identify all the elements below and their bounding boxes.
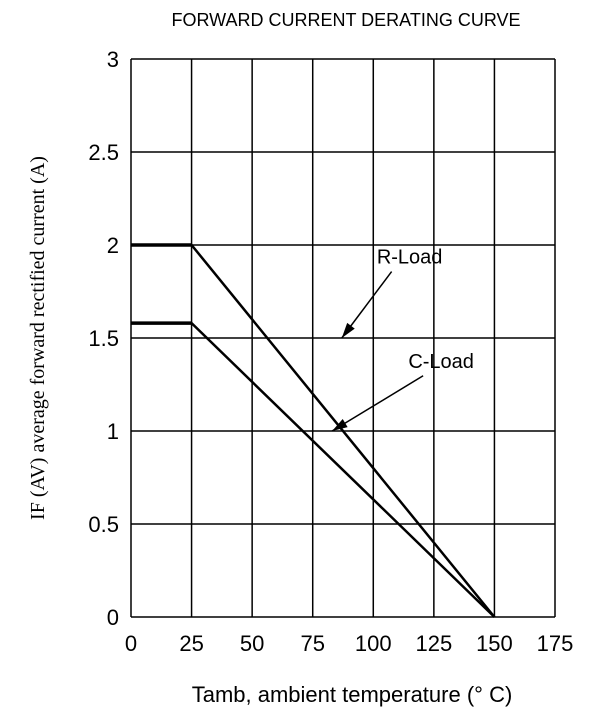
- c-load-annotation-label: C-Load: [408, 351, 474, 373]
- grid-lines: [130, 58, 556, 618]
- y-tick-label-3: 1.5: [88, 326, 119, 351]
- x-tick-label-7: 175: [537, 631, 574, 656]
- c-load-arrow-line: [331, 375, 424, 432]
- chart-title: FORWARD CURRENT DERATING CURVE: [171, 10, 520, 30]
- x-axis-label: Tamb, ambient temperature (° C): [192, 682, 513, 707]
- x-tick-label-6: 150: [476, 631, 513, 656]
- x-tick-label-0: 0: [125, 631, 137, 656]
- y-tick-label-0: 0: [107, 605, 119, 630]
- x-tick-label-5: 125: [415, 631, 452, 656]
- y-axis-label: IF (AV) average forward rectified curren…: [27, 156, 49, 520]
- r-load-annotation-label: R-Load: [377, 247, 443, 269]
- x-tick-label-2: 50: [240, 631, 264, 656]
- y-tick-label-6: 3: [107, 47, 119, 72]
- tick-labels: 0 25 50 75 100 125 150 175 0 0.5 1 1.5 2 2.5 3: [88, 47, 573, 656]
- y-tick-label-1: 0.5: [88, 512, 119, 537]
- y-tick-label-4: 2: [107, 233, 119, 258]
- x-tick-label-3: 75: [300, 631, 324, 656]
- r-load-arrow-head: [341, 322, 355, 338]
- y-tick-label-2: 1: [107, 419, 119, 444]
- y-tick-label-5: 2.5: [88, 140, 119, 165]
- annotations: R-Load C-Load: [331, 247, 474, 432]
- x-tick-label-1: 25: [179, 631, 203, 656]
- x-tick-label-4: 100: [355, 631, 392, 656]
- series-lines: [131, 243, 496, 618]
- c-load-arrow-head: [332, 419, 348, 431]
